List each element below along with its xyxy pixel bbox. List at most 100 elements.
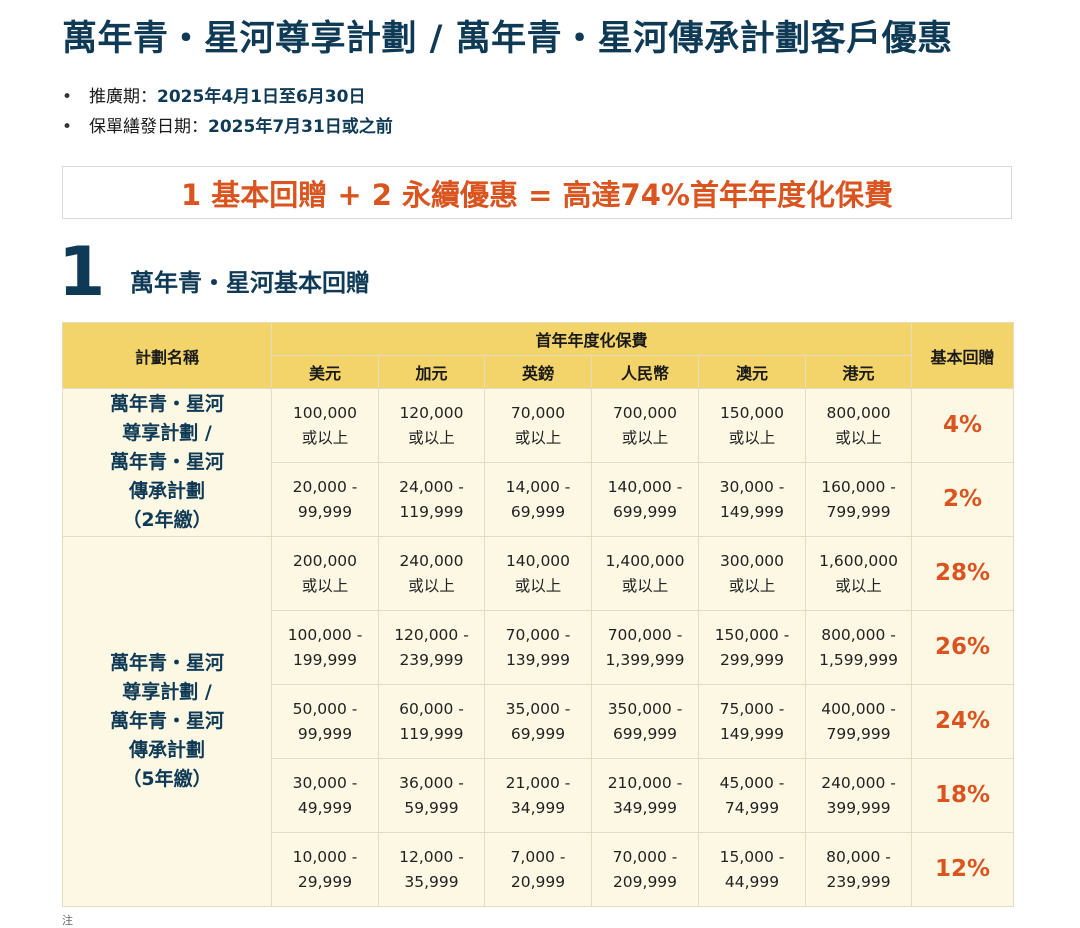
premium-range-cell: 150,000 或以上 (698, 388, 806, 463)
premium-range-line: 299,999 (719, 650, 785, 669)
currency-header-aud: 澳元 (698, 355, 806, 389)
premium-range-cell: 700,000 或以上 (591, 388, 699, 463)
premium-range-cell: 800,000 - 1,599,999 (804, 610, 913, 685)
basic-rebate-header: 基本回贈 (911, 322, 1015, 389)
section-header: 1 萬年青・星河基本回贈 (58, 238, 370, 308)
bullet-dot-icon: • (62, 87, 73, 107)
rebate-rate-cell: 24% (911, 684, 1015, 759)
premium-range-line: 349,999 (612, 798, 678, 817)
premium-range-line: 35,999 (404, 872, 459, 891)
premium-range-cell: 240,000 - 399,999 (804, 758, 913, 833)
premium-range-line: 150,000 (719, 403, 785, 422)
premium-range-line: 1,400,000 (605, 551, 685, 570)
premium-range-line: 60,000 - (399, 699, 464, 718)
premium-range-line: 199,999 (292, 650, 358, 669)
premium-range-line: 20,999 (510, 872, 566, 891)
premium-range-cell: 15,000 - 44,999 (698, 832, 806, 907)
plan-name-line: （2年繳） (122, 509, 212, 531)
premium-range-line: 24,000 - (399, 477, 464, 496)
premium-range-line: 120,000 (399, 403, 464, 422)
premium-range-cell: 12,000 - 35,999 (378, 832, 485, 907)
premium-range-line: 74,999 (724, 798, 780, 817)
premium-range-cell: 21,000 - 34,999 (484, 758, 592, 833)
plan-name-line: 萬年青・星河 (109, 652, 224, 674)
premium-range-cell: 60,000 - 119,999 (378, 684, 485, 759)
premium-range-line: 239,999 (826, 872, 891, 891)
premium-range-line: 139,999 (505, 650, 571, 669)
promo-period-value: 2025年4月1日至6月30日 (157, 87, 366, 107)
premium-range-line: 1,399,999 (605, 650, 685, 669)
premium-range-cell: 350,000 - 699,999 (591, 684, 699, 759)
premium-range-cell: 24,000 - 119,999 (378, 462, 485, 537)
premium-range-line: 45,000 - (719, 773, 785, 792)
premium-range-line: 或以上 (301, 576, 349, 595)
table-body: 萬年青・星河 尊享計劃 / 萬年青・星河 傳承計劃 （2年繳） 100,000 或以上 120… (62, 388, 1015, 907)
premium-range-line: 36,000 - (399, 773, 464, 792)
premium-range-line: 或以上 (728, 428, 776, 447)
premium-range-line: 或以上 (728, 576, 776, 595)
premium-range-line: 210,000 - (607, 773, 683, 792)
premium-range-line: 29,999 (297, 872, 353, 891)
premium-range-cell: 30,000 - 149,999 (698, 462, 806, 537)
premium-range-cell: 160,000 - 799,999 (804, 462, 913, 537)
premium-range-line: 209,999 (612, 872, 678, 891)
premium-range-line: 150,000 - (714, 625, 790, 644)
premium-range-cell: 100,000 或以上 (271, 388, 379, 463)
premium-range-line: 14,000 - (505, 477, 571, 496)
premium-range-line: 75,000 - (719, 699, 785, 718)
premium-range-line: 119,999 (399, 502, 464, 521)
premium-range-line: 15,000 - (719, 847, 785, 866)
rebate-rate-cell: 18% (911, 758, 1015, 833)
table-row: 萬年青・星河 尊享計劃 / 萬年青・星河 傳承計劃 （2年繳） 100,000 或以上 120… (62, 388, 1015, 537)
premium-range-line: 69,999 (510, 502, 566, 521)
premium-range-cell: 75,000 - 149,999 (698, 684, 806, 759)
premium-range-line: 1,600,000 (819, 551, 898, 570)
premium-range-line: 239,999 (399, 650, 464, 669)
plan-name-line: 萬年青・星河 (109, 393, 224, 415)
premium-range-line: 300,000 (719, 551, 785, 570)
premium-range-cell: 14,000 - 69,999 (484, 462, 592, 537)
plan-name-header: 計劃名稱 (62, 322, 272, 389)
premium-range-cell: 140,000 或以上 (484, 536, 592, 611)
premium-range-line: 或以上 (514, 576, 562, 595)
offer-summary-banner: 1 基本回贈 + 2 永續優惠 = 高達74%首年年度化保費 (62, 166, 1012, 219)
rebate-rate-cell: 2% (911, 462, 1015, 537)
premium-range-line: 99,999 (297, 724, 353, 743)
rebate-rate-cell: 4% (911, 388, 1015, 463)
premium-range-line: 或以上 (621, 428, 669, 447)
premium-range-line: 20,000 - (292, 477, 358, 496)
premium-range-line: 10,000 - (292, 847, 358, 866)
currency-header-usd: 美元 (271, 355, 379, 389)
premium-range-line: 7,000 - (510, 847, 566, 866)
premium-range-cell: 45,000 - 74,999 (698, 758, 806, 833)
premium-range-cell: 700,000 - 1,399,999 (591, 610, 699, 685)
table-row: 10,000 - 29,999 12,000 - 35,999 7,000 - 20,99… (63, 832, 1015, 907)
currency-header-hkd: 港元 (804, 355, 913, 389)
premium-range-line: 350,000 - (607, 699, 683, 718)
currency-header-rmb: 人民幣 (591, 355, 699, 389)
premium-range-line: 400,000 - (821, 699, 896, 718)
plan-name-line: 尊享計劃 / (122, 681, 212, 703)
premium-range-line: 或以上 (621, 576, 669, 595)
table-row: 100,000 - 199,999 120,000 - 239,999 70,000 -… (63, 610, 1015, 685)
premium-range-line: 800,000 - (821, 625, 896, 644)
premium-range-line: 50,000 - (292, 699, 358, 718)
premium-range-line: 799,999 (826, 502, 891, 521)
premium-range-line: 799,999 (826, 724, 891, 743)
premium-range-cell: 120,000 - 239,999 (378, 610, 485, 685)
premium-range-cell: 200,000 或以上 (271, 536, 379, 611)
premium-range-line: 30,000 - (719, 477, 785, 496)
currency-header-cad: 加元 (378, 355, 485, 389)
premium-range-line: 70,000 - (612, 847, 678, 866)
premium-range-line: 100,000 - (287, 625, 363, 644)
premium-range-cell: 300,000 或以上 (698, 536, 806, 611)
premium-range-cell: 80,000 - 239,999 (804, 832, 913, 907)
premium-range-cell: 1,400,000 或以上 (591, 536, 699, 611)
plan-name-line: 尊享計劃 / (122, 422, 212, 444)
plan-name-line: 傳承計劃 (128, 480, 205, 502)
premium-range-line: 30,000 - (292, 773, 358, 792)
plan-name-cell: 萬年青・星河 尊享計劃 / 萬年青・星河 傳承計劃 （5年繳） (62, 536, 272, 907)
premium-range-cell: 20,000 - 99,999 (271, 462, 379, 537)
premium-range-line: 99,999 (297, 502, 353, 521)
premium-range-line: 或以上 (514, 428, 562, 447)
